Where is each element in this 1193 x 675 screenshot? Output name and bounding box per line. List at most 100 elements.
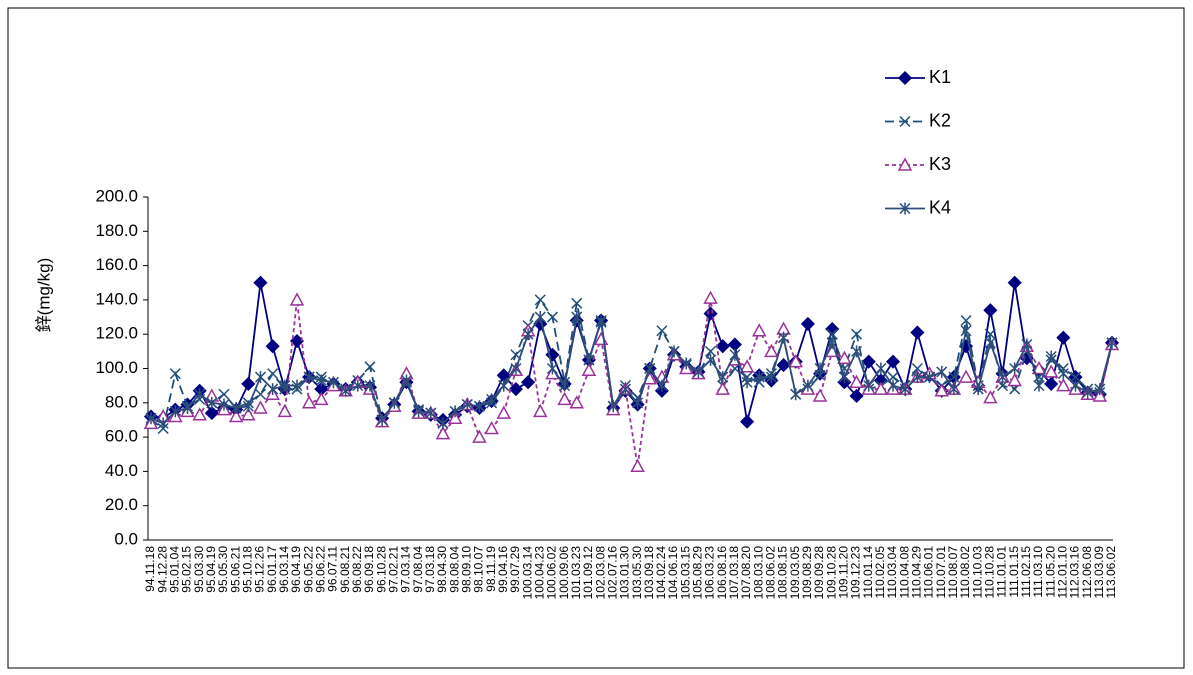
legend-marker bbox=[899, 202, 911, 215]
star-marker bbox=[425, 407, 437, 420]
x-tick-label: 95.02.15 bbox=[180, 546, 194, 593]
star-marker bbox=[364, 379, 376, 392]
x-tick-label: 95.01.04 bbox=[168, 546, 182, 593]
star-marker bbox=[376, 413, 388, 426]
diamond-marker bbox=[508, 382, 523, 397]
star-marker bbox=[461, 398, 473, 411]
star-marker bbox=[644, 362, 656, 375]
x-tick-label: 95.03.30 bbox=[192, 546, 206, 593]
x-tick-label: 113.06.02 bbox=[1104, 546, 1118, 599]
triangle-marker bbox=[496, 405, 512, 419]
star-marker bbox=[291, 379, 303, 392]
star-marker bbox=[279, 379, 291, 392]
x-tick-label: 95.10.18 bbox=[240, 546, 254, 593]
x-tick-label: 99.07.29 bbox=[508, 546, 522, 593]
diamond-marker bbox=[776, 358, 791, 373]
diamond-marker bbox=[910, 325, 925, 340]
x-tick-label: 109.08.29 bbox=[800, 546, 814, 600]
x-tick-label: 95.04.19 bbox=[204, 546, 218, 593]
triangle-marker bbox=[788, 354, 803, 368]
x-tick-label: 101.09.12 bbox=[581, 546, 595, 600]
diamond-marker bbox=[521, 375, 536, 390]
y-tick-label: 200.0 bbox=[95, 186, 138, 205]
triangle-marker bbox=[557, 391, 572, 406]
star-marker bbox=[948, 383, 960, 396]
triangle-marker bbox=[533, 403, 548, 418]
x-tick-label: 104.06.16 bbox=[666, 546, 680, 600]
star-marker bbox=[960, 324, 972, 337]
star-marker bbox=[498, 379, 510, 392]
x-tick-label: 98.09.10 bbox=[459, 546, 473, 593]
diamond-marker bbox=[265, 339, 280, 354]
x-tick-label: 110.02.05 bbox=[873, 546, 887, 599]
star-marker bbox=[972, 383, 984, 396]
star-marker bbox=[522, 328, 534, 341]
star-marker bbox=[1069, 379, 1082, 392]
star-marker bbox=[692, 365, 704, 378]
x-tick-label: 100.03.14 bbox=[520, 546, 534, 600]
x-tick-label: 109.03.05 bbox=[788, 546, 802, 600]
y-tick-label: 180.0 bbox=[95, 221, 138, 240]
triangle-marker bbox=[484, 420, 499, 435]
star-marker bbox=[814, 362, 826, 375]
x-tick-label: 96.04.19 bbox=[289, 546, 303, 593]
y-tick-label: 20.0 bbox=[105, 495, 138, 514]
star-marker bbox=[534, 311, 546, 324]
star-marker bbox=[327, 376, 339, 389]
star-marker bbox=[765, 371, 777, 384]
y-tick-label: 60.0 bbox=[105, 427, 138, 446]
x-marker bbox=[218, 388, 230, 400]
y-tick-label: 100.0 bbox=[95, 358, 138, 377]
x-marker bbox=[1069, 371, 1082, 383]
star-marker bbox=[1106, 336, 1118, 349]
y-axis-label: 鋅(mg/kg) bbox=[34, 258, 53, 333]
x-tick-label: 108.08.15 bbox=[776, 546, 790, 600]
star-marker bbox=[510, 362, 522, 375]
star-marker bbox=[473, 400, 485, 413]
star-marker bbox=[400, 374, 412, 387]
x-tick-label: 94.11.18 bbox=[143, 546, 157, 592]
x-tick-label: 110.01.14 bbox=[861, 546, 875, 599]
triangle-marker bbox=[739, 359, 755, 373]
x-tick-label: 101.03.23 bbox=[569, 546, 583, 600]
diamond-marker bbox=[204, 406, 219, 421]
legend-label: K2 bbox=[929, 110, 951, 130]
x-tick-label: 100.06.02 bbox=[545, 546, 559, 600]
diamond-marker bbox=[861, 354, 876, 369]
legend-label: K4 bbox=[929, 197, 951, 217]
star-marker bbox=[607, 400, 619, 413]
x-tick-label: 95.05.30 bbox=[216, 546, 230, 593]
x-marker bbox=[656, 325, 668, 337]
star-marker bbox=[206, 396, 218, 409]
diamond-marker bbox=[241, 376, 256, 391]
x-tick-label: 109.09.28 bbox=[812, 546, 826, 600]
x-marker bbox=[851, 328, 863, 340]
x-tick-label: 97.02.21 bbox=[386, 546, 400, 593]
star-marker bbox=[437, 417, 449, 430]
star-marker bbox=[924, 371, 936, 384]
x-marker bbox=[254, 388, 267, 400]
x-tick-label: 111.03.10 bbox=[1031, 546, 1045, 598]
x-tick-label: 98.11.19 bbox=[484, 546, 498, 592]
x-tick-label: 103.09.18 bbox=[642, 546, 656, 600]
triangle-marker bbox=[837, 350, 852, 364]
triangle-marker bbox=[764, 343, 779, 358]
triangle-marker bbox=[630, 458, 645, 473]
star-marker bbox=[486, 393, 498, 406]
x-marker bbox=[984, 328, 996, 340]
star-marker bbox=[802, 379, 814, 392]
star-marker bbox=[656, 379, 668, 392]
x-tick-label: 105.03.15 bbox=[678, 546, 692, 600]
star-marker bbox=[996, 371, 1009, 384]
x-tick-label: 112.01.10 bbox=[1056, 546, 1070, 599]
star-marker bbox=[899, 383, 911, 396]
legend-label: K3 bbox=[929, 154, 951, 174]
x-tick-label: 96.06.22 bbox=[313, 546, 327, 593]
triangle-marker bbox=[435, 426, 451, 440]
x-tick-label: 111.05.20 bbox=[1043, 546, 1057, 598]
triangle-marker bbox=[703, 290, 718, 304]
x-tick-label: 111.01.15 bbox=[1007, 546, 1021, 598]
diamond-marker bbox=[849, 388, 864, 404]
star-marker bbox=[242, 400, 254, 413]
